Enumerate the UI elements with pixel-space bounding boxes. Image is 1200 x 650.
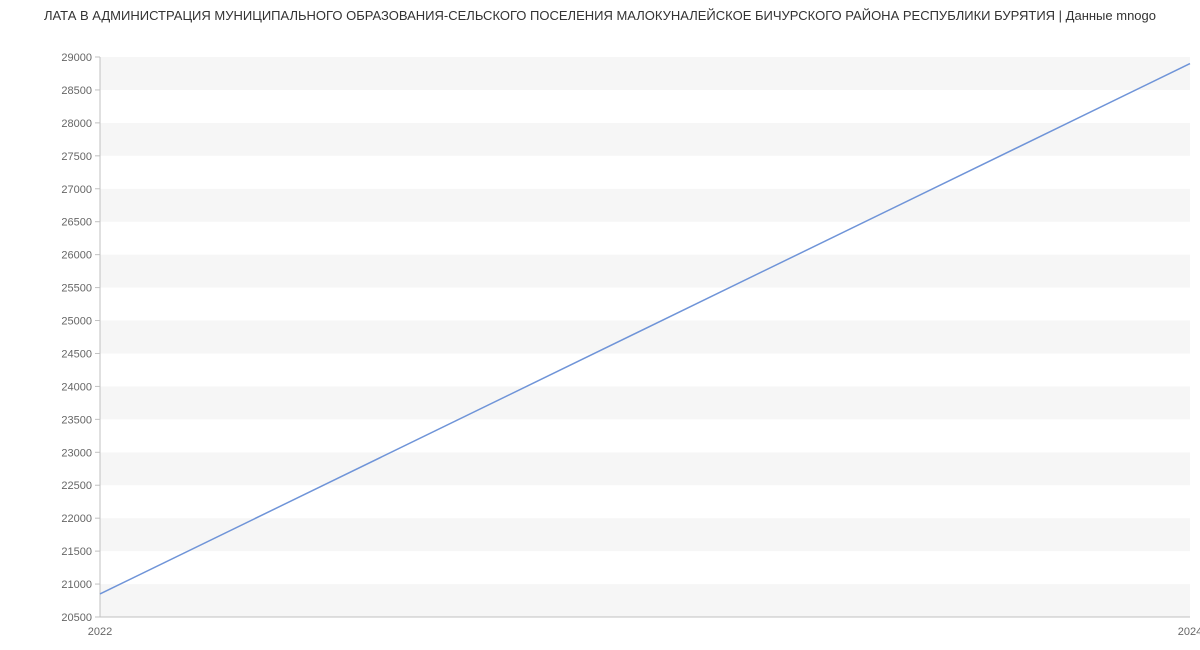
y-tick-label: 28000: [61, 118, 92, 130]
y-tick-label: 23500: [61, 414, 92, 426]
y-tick-label: 21500: [61, 546, 92, 558]
y-tick-label: 22000: [61, 513, 92, 525]
y-tick-label: 24500: [61, 348, 92, 360]
y-tick-label: 21000: [61, 579, 92, 591]
y-tick-label: 28500: [61, 85, 92, 97]
y-tick-label: 20500: [61, 612, 92, 624]
chart-container: 20500 21000 21500 22000 22500 23000 23500 24000…: [0, 27, 1200, 647]
y-tick-label: 25000: [61, 316, 92, 328]
y-tick-label: 27000: [61, 184, 92, 196]
y-tick-label: 22500: [61, 480, 92, 492]
chart-svg: 20500 21000 21500 22000 22500 23000 23500 24000…: [0, 27, 1200, 647]
y-tick-label: 26000: [61, 250, 92, 262]
y-tick-label: 29000: [61, 52, 92, 64]
y-tick-label: 25500: [61, 283, 92, 295]
y-tick-label: 24000: [61, 381, 92, 393]
x-tick-label: 2024: [1178, 626, 1200, 638]
x-tick-label: 2022: [88, 626, 112, 638]
y-tick-label: 26500: [61, 217, 92, 229]
chart-title: ЛАТА В АДМИНИСТРАЦИЯ МУНИЦИПАЛЬНОГО ОБРА…: [0, 0, 1200, 27]
y-tick-label: 27500: [61, 151, 92, 163]
y-tick-label: 23000: [61, 447, 92, 459]
